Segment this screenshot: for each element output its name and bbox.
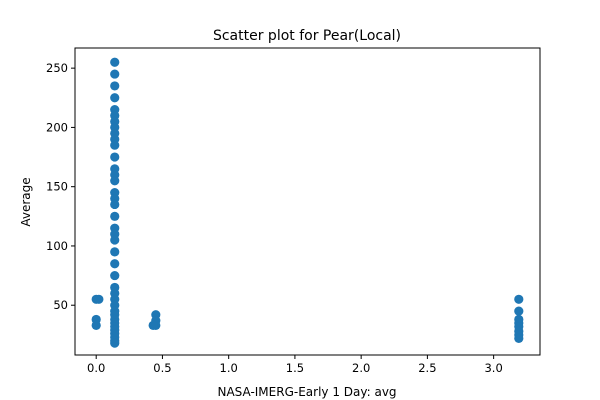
x-tick-label: 2.0 [352, 361, 370, 375]
x-tick-label: 0.0 [87, 361, 105, 375]
scatter-point [94, 294, 104, 304]
scatter-point [514, 306, 524, 316]
x-tick-label: 2.5 [418, 361, 436, 375]
scatter-point [514, 294, 524, 304]
scatter-point [148, 320, 158, 330]
scatter-point [110, 57, 120, 67]
x-tick-label: 3.0 [484, 361, 502, 375]
scatter-point [110, 247, 120, 257]
scatter-point [110, 176, 120, 186]
y-axis-label: Average [19, 177, 33, 226]
scatter-point [110, 211, 120, 221]
y-tick-label: 150 [46, 180, 68, 194]
scatter-point [110, 69, 120, 79]
x-tick-label: 1.5 [286, 361, 304, 375]
y-tick-label: 100 [46, 239, 68, 253]
scatter-point [110, 93, 120, 103]
scatter-point [110, 259, 120, 269]
scatter-point [110, 270, 120, 281]
scatter-point [110, 140, 120, 150]
y-tick-label: 250 [46, 61, 68, 75]
x-axis-ticks: 0.0 0.5 1.0 1.5 2.0 2.5 3.0 [87, 355, 503, 375]
data-points [91, 57, 524, 348]
scatter-point [110, 152, 120, 162]
y-axis-ticks: 50 100 150 200 250 [46, 61, 75, 312]
scatter-point [91, 320, 101, 330]
y-tick-label: 50 [53, 298, 68, 312]
plot-frame [74, 47, 541, 356]
x-tick-label: 1.0 [220, 361, 238, 375]
scatter-point [110, 235, 120, 245]
scatter-point [514, 333, 524, 344]
x-axis-label: NASA-IMERG-Early 1 Day: avg [217, 385, 396, 399]
y-tick-label: 200 [46, 120, 68, 134]
scatter-point [110, 199, 120, 210]
scatter-point [110, 338, 120, 348]
scatter-point [110, 81, 120, 91]
chart-title: Scatter plot for Pear(Local) [213, 28, 401, 44]
x-tick-label: 0.5 [153, 361, 171, 375]
